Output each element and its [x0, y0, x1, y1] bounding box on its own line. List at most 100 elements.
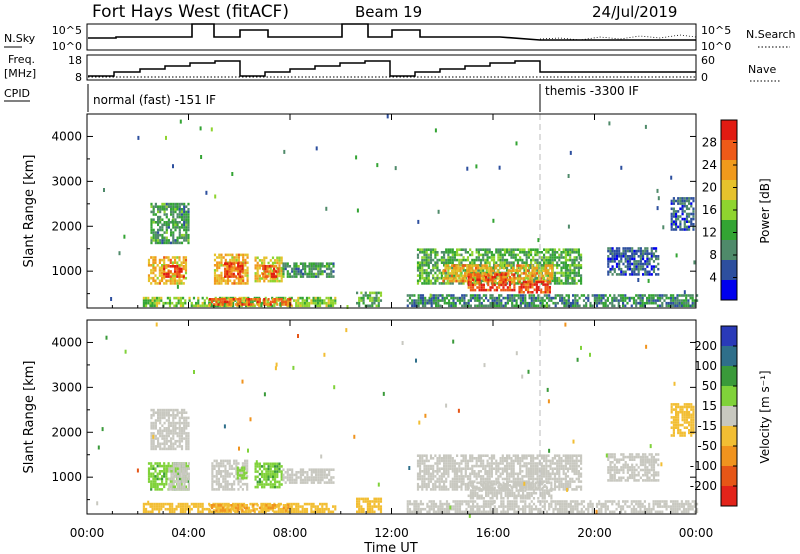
power-cell — [449, 282, 452, 285]
velocity-cell — [212, 505, 215, 508]
power-cell — [495, 276, 498, 280]
power-cell — [542, 283, 545, 286]
velocity-cell — [464, 459, 467, 463]
power-cell — [624, 255, 627, 258]
power-cell — [269, 279, 272, 283]
velocity-cell — [302, 478, 305, 482]
velocity-cell — [215, 470, 218, 473]
velocity-cell — [274, 483, 277, 486]
velocity-cell — [536, 488, 539, 491]
power-cell — [618, 255, 621, 258]
power-cell — [154, 279, 157, 283]
power-cell — [175, 296, 178, 300]
power-cell — [575, 248, 578, 251]
power-cell — [423, 264, 426, 267]
power-cell — [448, 304, 451, 308]
power-cell — [185, 231, 188, 234]
power-cell — [513, 283, 516, 287]
velocity-cell — [213, 467, 216, 470]
power-cell — [531, 285, 534, 289]
power-cell — [626, 249, 629, 253]
power-cell — [617, 301, 620, 305]
power-cell — [251, 304, 254, 308]
power-cell — [183, 208, 186, 211]
power-cell — [493, 273, 496, 276]
power-cell — [650, 257, 653, 261]
power-cell — [542, 274, 545, 278]
power-cell — [174, 270, 177, 273]
power-cell — [685, 294, 688, 297]
velocity-cell — [490, 472, 493, 476]
power-cell — [176, 205, 179, 208]
power-cell — [266, 299, 269, 302]
power-cell — [280, 300, 283, 304]
power-cell — [233, 279, 236, 283]
velocity-cell — [258, 478, 261, 481]
velocity-cell — [175, 507, 178, 511]
power-cell — [254, 298, 257, 301]
velocity-cell — [286, 476, 289, 479]
velocity-cell — [325, 481, 329, 484]
power-cell — [443, 256, 446, 259]
power-cell — [413, 301, 416, 305]
power-cell — [495, 273, 499, 276]
power-cell — [447, 248, 450, 251]
power-cell — [237, 262, 240, 265]
power-cell — [534, 261, 537, 264]
velocity-cell — [172, 475, 175, 478]
power-cell — [609, 270, 612, 274]
velocity-cell — [532, 482, 535, 486]
power-cell — [524, 266, 528, 270]
power-cell — [530, 266, 533, 270]
velocity-cell — [292, 510, 296, 514]
power-cell — [226, 303, 229, 306]
velocity-cell — [241, 509, 244, 512]
velocity-cell — [260, 505, 263, 508]
power-cell — [178, 258, 181, 262]
power-cell — [479, 264, 483, 267]
power-cell — [482, 288, 485, 292]
power-cell — [551, 279, 554, 283]
velocity-cell — [282, 478, 285, 482]
power-cell — [217, 298, 220, 301]
velocity-cell — [208, 504, 211, 507]
velocity-cell — [484, 472, 487, 476]
velocity-cell — [172, 488, 175, 491]
power-cell — [497, 258, 500, 262]
power-cell — [147, 276, 151, 280]
velocity-cell — [168, 477, 171, 481]
power-cell — [690, 202, 693, 205]
velocity-cell — [263, 465, 266, 468]
power-cell — [165, 226, 168, 229]
power-cell — [145, 304, 148, 308]
velocity-cell — [445, 477, 448, 481]
power-cell — [522, 272, 525, 275]
velocity-cell — [438, 470, 441, 473]
power-cell — [286, 304, 289, 308]
power-cell — [161, 236, 164, 240]
power-cell — [543, 253, 546, 257]
power-cell — [495, 296, 499, 300]
power-cell — [308, 265, 311, 268]
power-cell — [532, 248, 535, 251]
velocity-cell — [323, 468, 326, 471]
power-scatter-point — [644, 124, 647, 129]
velocity-cell — [211, 485, 214, 489]
velocity-cell — [269, 465, 272, 468]
velocity-cell — [241, 482, 244, 486]
power-cell — [325, 265, 329, 268]
power-cell — [552, 296, 555, 300]
velocity-cell — [160, 507, 163, 511]
power-cell — [545, 301, 549, 305]
velocity-cell — [519, 457, 522, 460]
power-cell — [474, 304, 477, 308]
power-cell — [490, 266, 493, 270]
power-cell — [685, 215, 689, 218]
power-cell — [559, 299, 562, 302]
power-cell — [476, 273, 479, 276]
velocity-cell — [486, 472, 489, 476]
power-cell — [548, 277, 551, 280]
power-cell — [263, 298, 266, 301]
power-cell — [491, 299, 494, 302]
power-cell — [461, 304, 464, 308]
